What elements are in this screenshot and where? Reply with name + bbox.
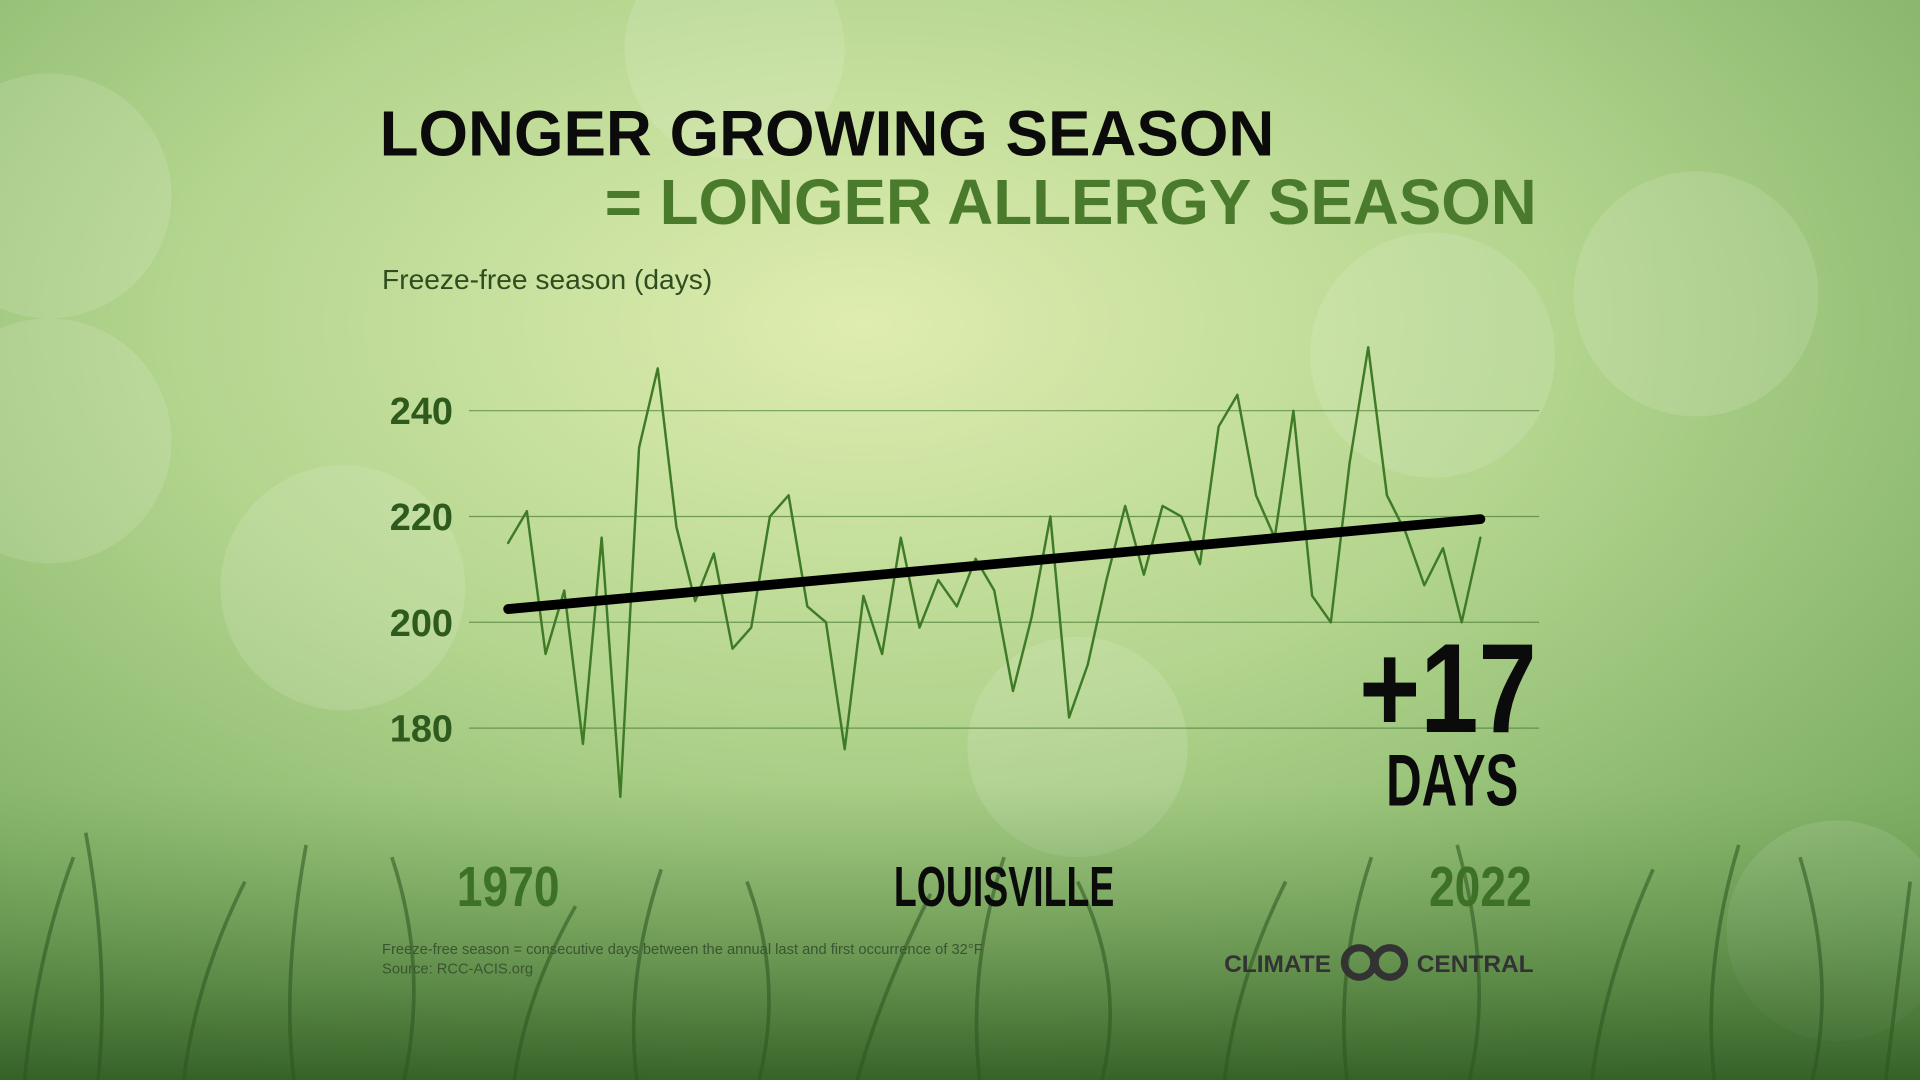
logo-text: CENTRAL — [1417, 951, 1534, 978]
data-line — [506, 345, 1482, 799]
chart-title: LONGER GROWING SEASON — [380, 99, 1275, 170]
grass-shade — [0, 783, 1920, 1080]
annotation: +17 — [1359, 617, 1537, 759]
chart-subtitle: = LONGER ALLERGY SEASON — [605, 167, 1537, 238]
y-tick-label: 180 — [390, 709, 453, 751]
logo-text: CLIMATE — [1224, 951, 1331, 978]
y-tick-label: 200 — [390, 603, 453, 645]
x-tick-label: 2022 — [1429, 855, 1532, 918]
trend-line — [503, 514, 1486, 614]
annotation-unit: DAYS — [1386, 739, 1518, 822]
y-tick-label: 240 — [390, 391, 453, 433]
footnote: Freeze-free season = consecutive days be… — [382, 942, 983, 958]
y-tick-label: 220 — [390, 497, 453, 539]
source: Source: RCC-ACIS.org — [382, 961, 533, 977]
x-tick-label: 1970 — [457, 855, 560, 918]
y-axis-label: Freeze-free season (days) — [382, 264, 712, 295]
location-label: LOUISVILLE — [894, 855, 1114, 918]
logo: CLIMATE CENTRAL — [1224, 944, 1534, 981]
logo-mark — [1371, 944, 1409, 981]
